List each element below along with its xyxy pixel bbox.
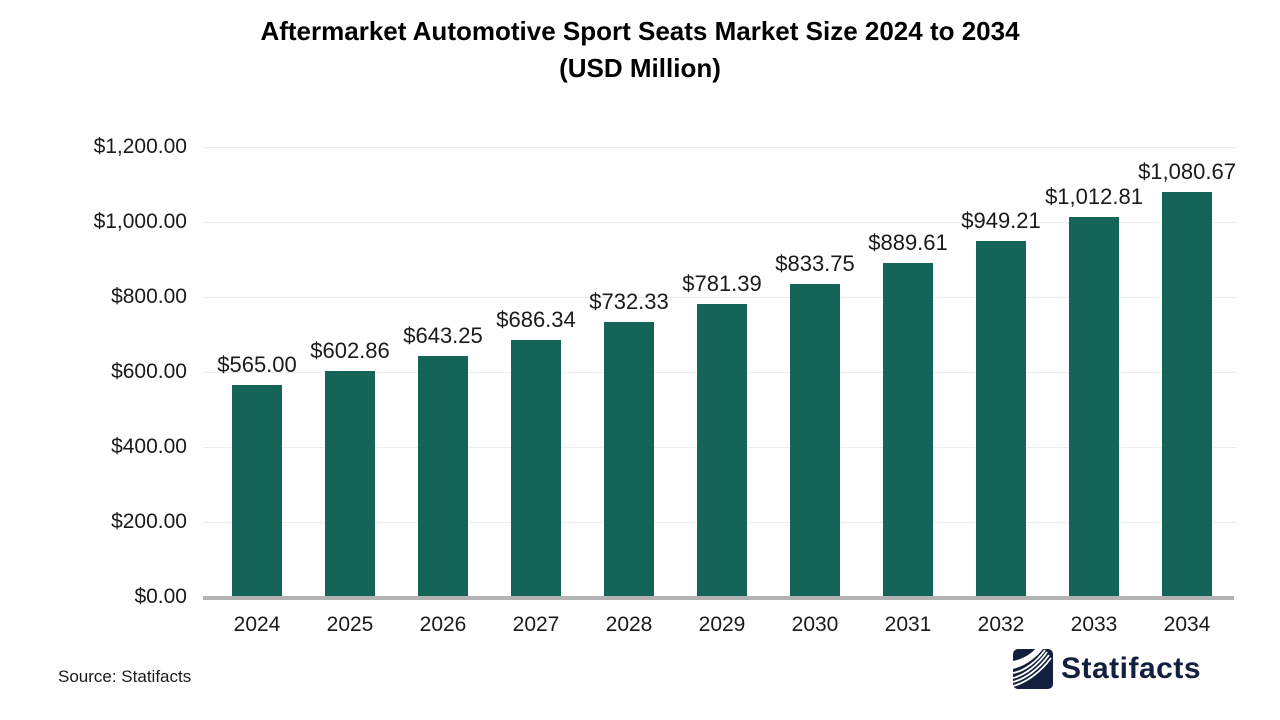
chart-title-line2: (USD Million) bbox=[559, 53, 721, 83]
y-axis-tick-label: $400.00 bbox=[111, 435, 187, 458]
y-axis-tick-label: $1,200.00 bbox=[93, 135, 187, 158]
bar-value-label: $686.34 bbox=[496, 306, 576, 332]
x-axis-label: 2027 bbox=[512, 613, 560, 636]
bar bbox=[1162, 191, 1212, 596]
x-axis-label: 2029 bbox=[698, 613, 746, 636]
bar bbox=[418, 355, 468, 596]
bar-value-label: $781.39 bbox=[682, 270, 762, 296]
gridline bbox=[203, 146, 1237, 148]
gridline bbox=[203, 221, 1237, 223]
bar-value-label: $643.25 bbox=[403, 322, 483, 348]
x-axis-label: 2024 bbox=[233, 613, 281, 636]
statifacts-logo-icon bbox=[1013, 649, 1053, 689]
bar-value-label: $833.75 bbox=[775, 251, 855, 277]
source-note: Source: Statifacts bbox=[58, 667, 192, 686]
gridline bbox=[203, 296, 1237, 298]
y-axis-tick-label: $1,000.00 bbox=[93, 210, 187, 233]
bar bbox=[604, 322, 654, 596]
x-axis-label: 2031 bbox=[884, 613, 932, 636]
bar-value-label: $732.33 bbox=[589, 289, 669, 315]
bar bbox=[790, 284, 840, 596]
y-axis-tick-label: $600.00 bbox=[111, 360, 187, 383]
x-axis-label: 2028 bbox=[605, 613, 653, 636]
statifacts-logo: Statifacts bbox=[1013, 648, 1201, 690]
bar bbox=[1069, 217, 1119, 596]
y-axis-tick-label: $0.00 bbox=[134, 585, 187, 608]
bar-value-label: $1,080.67 bbox=[1138, 158, 1236, 184]
y-axis-tick-label: $200.00 bbox=[111, 510, 187, 533]
x-axis-label: 2025 bbox=[326, 613, 374, 636]
y-axis-tick-label: $800.00 bbox=[111, 285, 187, 308]
x-axis-label: 2033 bbox=[1070, 613, 1118, 636]
statifacts-logo-text: Statifacts bbox=[1061, 652, 1202, 685]
bar bbox=[976, 241, 1026, 596]
x-axis-line bbox=[203, 596, 1234, 600]
bar bbox=[883, 263, 933, 596]
bar-value-label: $889.61 bbox=[868, 230, 948, 256]
bar-value-label: $1,012.81 bbox=[1045, 184, 1143, 210]
bar bbox=[325, 370, 375, 596]
bar-value-label: $565.00 bbox=[217, 352, 297, 378]
x-axis-label: 2030 bbox=[791, 613, 839, 636]
bar bbox=[511, 339, 561, 596]
x-axis-label: 2026 bbox=[419, 613, 467, 636]
bar-value-label: $602.86 bbox=[310, 337, 390, 363]
x-axis-label: 2032 bbox=[977, 613, 1025, 636]
x-axis-label: 2034 bbox=[1163, 613, 1211, 636]
bar bbox=[697, 303, 747, 596]
bar-value-label: $949.21 bbox=[961, 208, 1041, 234]
chart-title-line1: Aftermarket Automotive Sport Seats Marke… bbox=[260, 16, 1020, 46]
bar bbox=[232, 385, 282, 596]
chart-title: Aftermarket Automotive Sport Seats Marke… bbox=[0, 13, 1280, 87]
